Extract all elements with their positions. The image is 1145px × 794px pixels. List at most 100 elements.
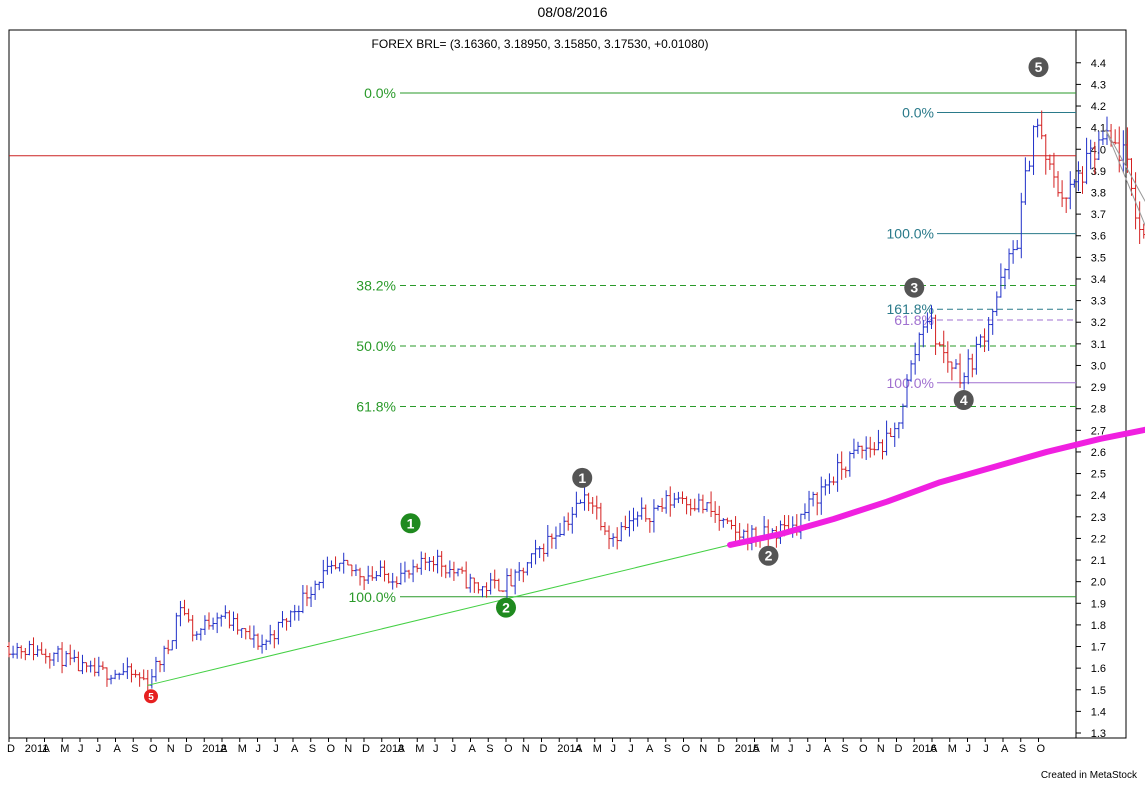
- ohlc-bar: [872, 442, 877, 456]
- fib-level-label: 50.0%: [356, 338, 396, 354]
- ohlc-bar: [668, 486, 673, 517]
- ohlc-bar: [451, 561, 456, 581]
- x-tick-label: D: [7, 743, 15, 755]
- ohlc-bar: [174, 612, 179, 649]
- ohlc-bar: [1007, 248, 1012, 280]
- ohlc-bar: [162, 645, 167, 672]
- ohlc-bar: [231, 611, 236, 631]
- ohlc-bar: [1043, 134, 1048, 175]
- ohlc-bar: [382, 560, 387, 582]
- ohlc-bar: [839, 451, 844, 480]
- x-tick-label: S: [309, 743, 316, 755]
- ohlc-bar: [982, 328, 987, 352]
- ohlc-bar: [1027, 160, 1032, 172]
- ohlc-bar: [84, 662, 89, 673]
- ohlc-bar: [1076, 161, 1081, 192]
- ohlc-bar: [455, 568, 460, 577]
- y-tick-label: 3.1: [1091, 339, 1106, 351]
- ohlc-bar: [582, 483, 587, 511]
- ohlc-bar: [325, 556, 330, 575]
- y-tick-label: 2.3: [1091, 512, 1106, 524]
- ohlc-bar: [545, 524, 550, 557]
- y-tick-label: 2.2: [1091, 533, 1106, 545]
- ohlc-bar: [202, 615, 207, 635]
- ohlc-bar: [586, 492, 591, 512]
- ohlc-bar: [835, 453, 840, 492]
- y-tick-label: 1.5: [1091, 685, 1106, 697]
- ohlc-bar: [558, 522, 563, 538]
- ohlc-bar: [313, 580, 318, 600]
- ohlc-bar: [198, 628, 203, 641]
- x-tick-label: M: [238, 743, 247, 755]
- ohlc-bar: [672, 492, 677, 508]
- y-tick-label: 4.4: [1091, 58, 1106, 70]
- ohlc-bar: [460, 566, 465, 574]
- ohlc-bar: [1092, 141, 1097, 175]
- ohlc-bar: [390, 572, 395, 590]
- ohlc-bar: [158, 660, 163, 673]
- ohlc-bar: [721, 517, 726, 528]
- ohlc-bar: [500, 590, 505, 593]
- x-tick-label: M: [770, 743, 779, 755]
- ohlc-bar: [921, 320, 926, 348]
- ohlc-bar: [76, 651, 81, 672]
- y-tick-label: 1.9: [1091, 598, 1106, 610]
- ohlc-bar: [137, 672, 142, 687]
- ohlc-bar: [476, 582, 481, 594]
- ohlc-bar: [129, 663, 134, 683]
- ohlc-bar: [353, 564, 358, 577]
- ohlc-bar: [884, 420, 889, 456]
- ohlc-bar: [411, 559, 416, 583]
- x-tick-label: N: [877, 743, 885, 755]
- x-tick-label: M: [948, 743, 957, 755]
- ohlc-bar: [847, 451, 852, 477]
- x-tick-label: A: [469, 743, 477, 755]
- ohlc-bar: [562, 516, 567, 536]
- chart-title: FOREX BRL= (3.16360, 3.18950, 3.15850, 3…: [372, 37, 709, 51]
- ohlc-bar: [1096, 131, 1101, 161]
- x-tick-label: O: [1037, 743, 1046, 755]
- ohlc-bar: [607, 525, 612, 550]
- ohlc-bar: [178, 600, 183, 627]
- x-tick-label: D: [540, 743, 548, 755]
- x-tick-label: J: [611, 743, 617, 755]
- ohlc-bar: [1100, 130, 1105, 146]
- ohlc-bar: [1060, 180, 1065, 208]
- ohlc-bar: [370, 566, 375, 581]
- ohlc-bar: [496, 578, 501, 592]
- ohlc-bar: [1125, 127, 1130, 173]
- wave-label: 4: [953, 390, 974, 411]
- ohlc-bar: [949, 361, 954, 381]
- x-tick-label: J: [451, 743, 457, 755]
- ohlc-bar: [100, 661, 105, 670]
- ohlc-bar: [186, 608, 191, 623]
- ohlc-bar: [513, 569, 518, 595]
- ohlc-bar: [1121, 130, 1126, 173]
- x-tick-label: M: [593, 743, 602, 755]
- projection-label: 100.0%: [887, 375, 934, 391]
- ohlc-bar: [570, 506, 575, 534]
- support-trendline: [147, 544, 731, 686]
- ohlc-bar: [31, 637, 36, 661]
- plot-frame: [8, 29, 1127, 739]
- ohlc-bar: [480, 586, 485, 598]
- ohlc-bar: [521, 567, 526, 583]
- ohlc-bar: [11, 645, 16, 659]
- price-axis: 1.3 1.4 1.5 1.6 1.7 1.8 1.9 2.0 2.1 2.2 2.3 2.4 2.5 2…: [1076, 58, 1106, 740]
- ohlc-bar: [407, 569, 412, 579]
- ohlc-bar: [937, 341, 942, 347]
- y-tick-label: 1.3: [1091, 728, 1106, 740]
- wave-label-circle: [572, 467, 593, 488]
- fib-level-label: 38.2%: [356, 277, 396, 293]
- ohlc-bar: [651, 499, 656, 533]
- ohlc-bar: [819, 476, 824, 515]
- ohlc-bar: [990, 309, 995, 335]
- wave-label-number: 5: [1035, 59, 1043, 75]
- ohlc-bar: [1088, 139, 1093, 170]
- x-tick-label: 2013: [380, 743, 404, 755]
- ohlc-bar: [827, 473, 832, 494]
- ohlc-bar: [994, 291, 999, 316]
- ohlc-bar: [468, 573, 473, 593]
